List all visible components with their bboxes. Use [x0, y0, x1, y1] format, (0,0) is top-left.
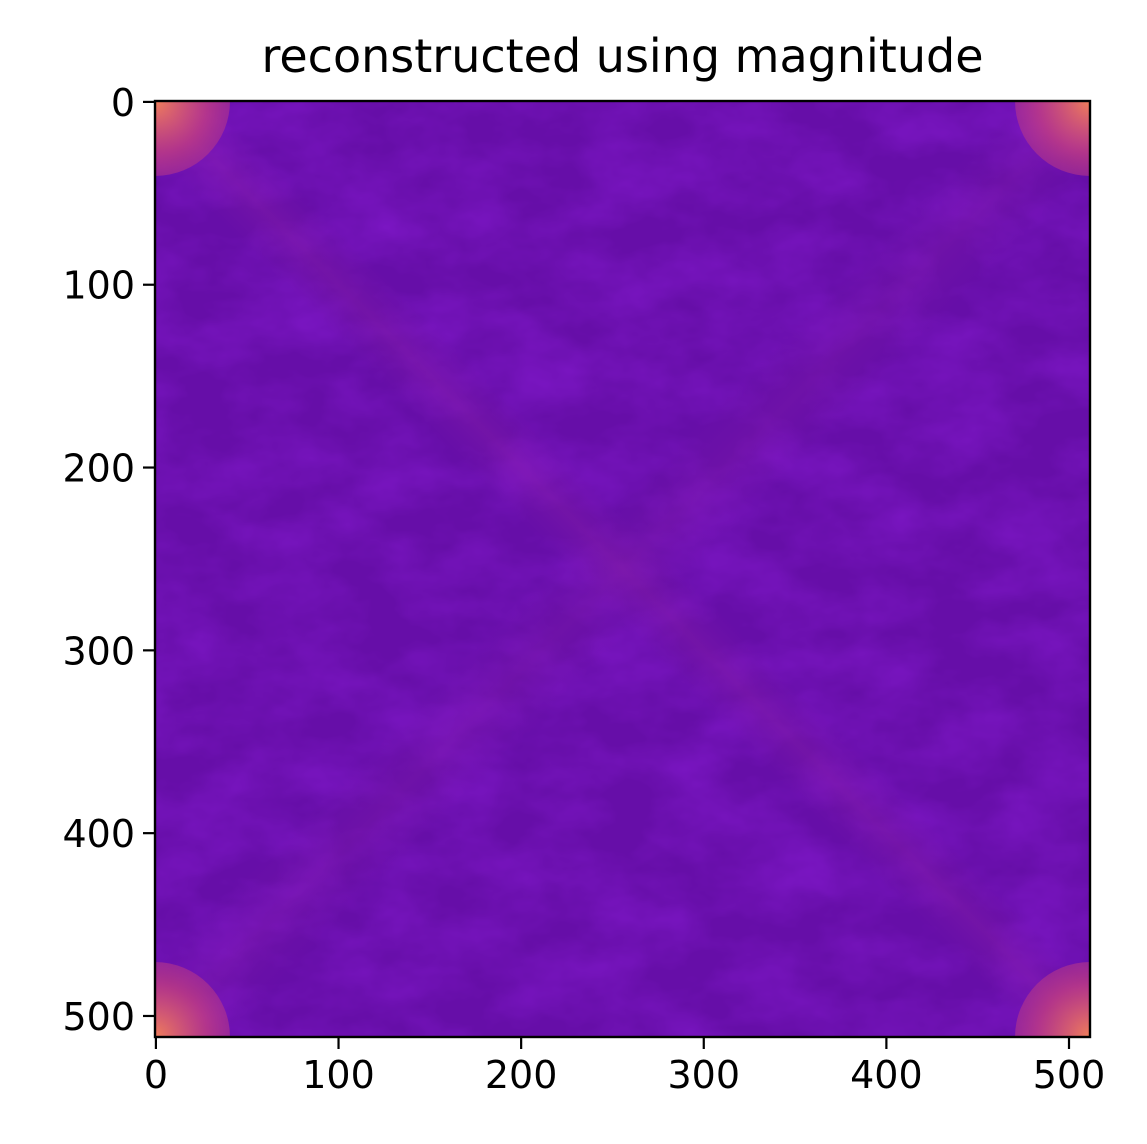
x-tick-label: 400	[850, 1053, 923, 1097]
y-axis: 0 100 200 300 400 500	[62, 81, 155, 1039]
x-tick-label: 200	[485, 1053, 558, 1097]
heatmap-corner-highlight	[1015, 101, 1090, 176]
heatmap-corner-highlight	[155, 962, 230, 1037]
y-tick-label: 300	[62, 629, 135, 673]
y-tick-label: 200	[62, 447, 135, 491]
heatmap-image	[155, 101, 1090, 1037]
heatmap-corner-highlight	[155, 101, 230, 176]
heatmap-diagonal-band	[155, 101, 1090, 1037]
chart-title: reconstructed using magnitude	[261, 29, 983, 83]
x-tick-label: 500	[1033, 1053, 1106, 1097]
x-axis: 0 100 200 300 400 500	[144, 1037, 1105, 1097]
y-tick-label: 500	[62, 995, 135, 1039]
y-tick-label: 0	[111, 81, 135, 125]
x-tick-label: 0	[144, 1053, 168, 1097]
y-tick-label: 100	[62, 264, 135, 308]
x-tick-label: 300	[667, 1053, 740, 1097]
heatmap-corner-highlight	[1015, 962, 1090, 1037]
y-tick-label: 400	[62, 812, 135, 856]
x-tick-label: 100	[302, 1053, 375, 1097]
plot-frame	[153, 99, 1092, 1039]
